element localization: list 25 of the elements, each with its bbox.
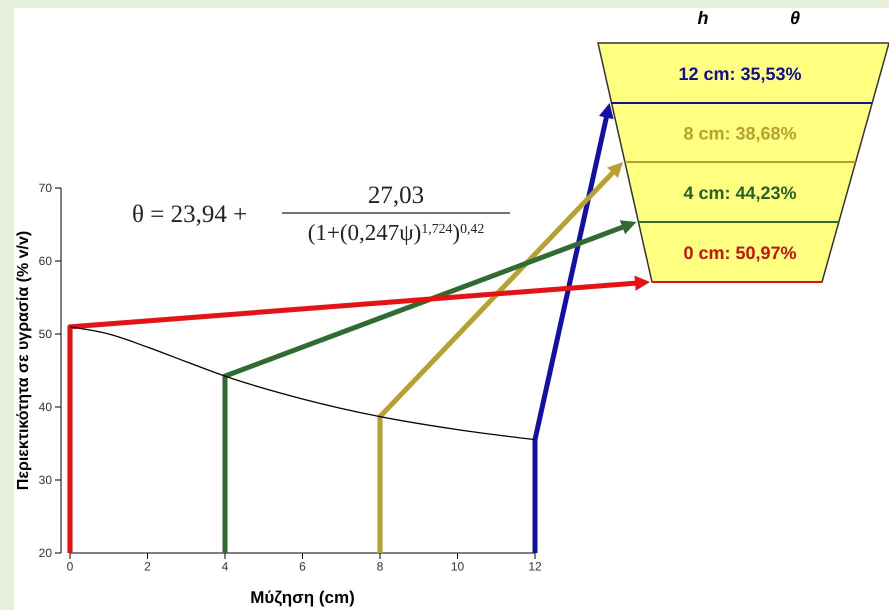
annotation: θ = 23,94 +: [132, 201, 248, 228]
y-tick-label: 30: [38, 472, 52, 487]
text: 8 cm: 38,68%: [683, 124, 797, 144]
annotation: 27,03: [368, 182, 424, 209]
x-tick-label: 8: [376, 560, 384, 574]
annotation: (1+(0,247ψ)$^{1,724}$)$^{0,42}$: [308, 220, 484, 245]
x-tick-label: 4: [222, 560, 229, 574]
x-tick-label: 10: [450, 560, 464, 574]
y-tick-label: 60: [38, 254, 52, 268]
y-tick-label: 40: [38, 400, 52, 414]
x-axis-title: Μύζηση (cm): [250, 588, 355, 607]
x-tick-label: 6: [299, 560, 306, 574]
y-tick-label: 50: [38, 326, 52, 341]
x-tick-label: 12: [528, 560, 542, 574]
y-tick-label: 70: [38, 180, 52, 195]
x-tick-label: 2: [144, 560, 152, 574]
text: 4 cm: 44,23%: [683, 183, 797, 203]
text: 0 cm: 50,97%: [683, 243, 797, 263]
line-series: [69, 326, 536, 440]
y-axis-title: Περιεκτικότητα σε υγρασία (% v/v): [15, 230, 32, 490]
text: 12 cm: 35,53%: [678, 64, 802, 84]
y-tick-label: 20: [38, 546, 52, 560]
text: h: [698, 8, 708, 28]
text: θ: [790, 8, 800, 28]
x-tick-label: 0: [66, 560, 74, 574]
